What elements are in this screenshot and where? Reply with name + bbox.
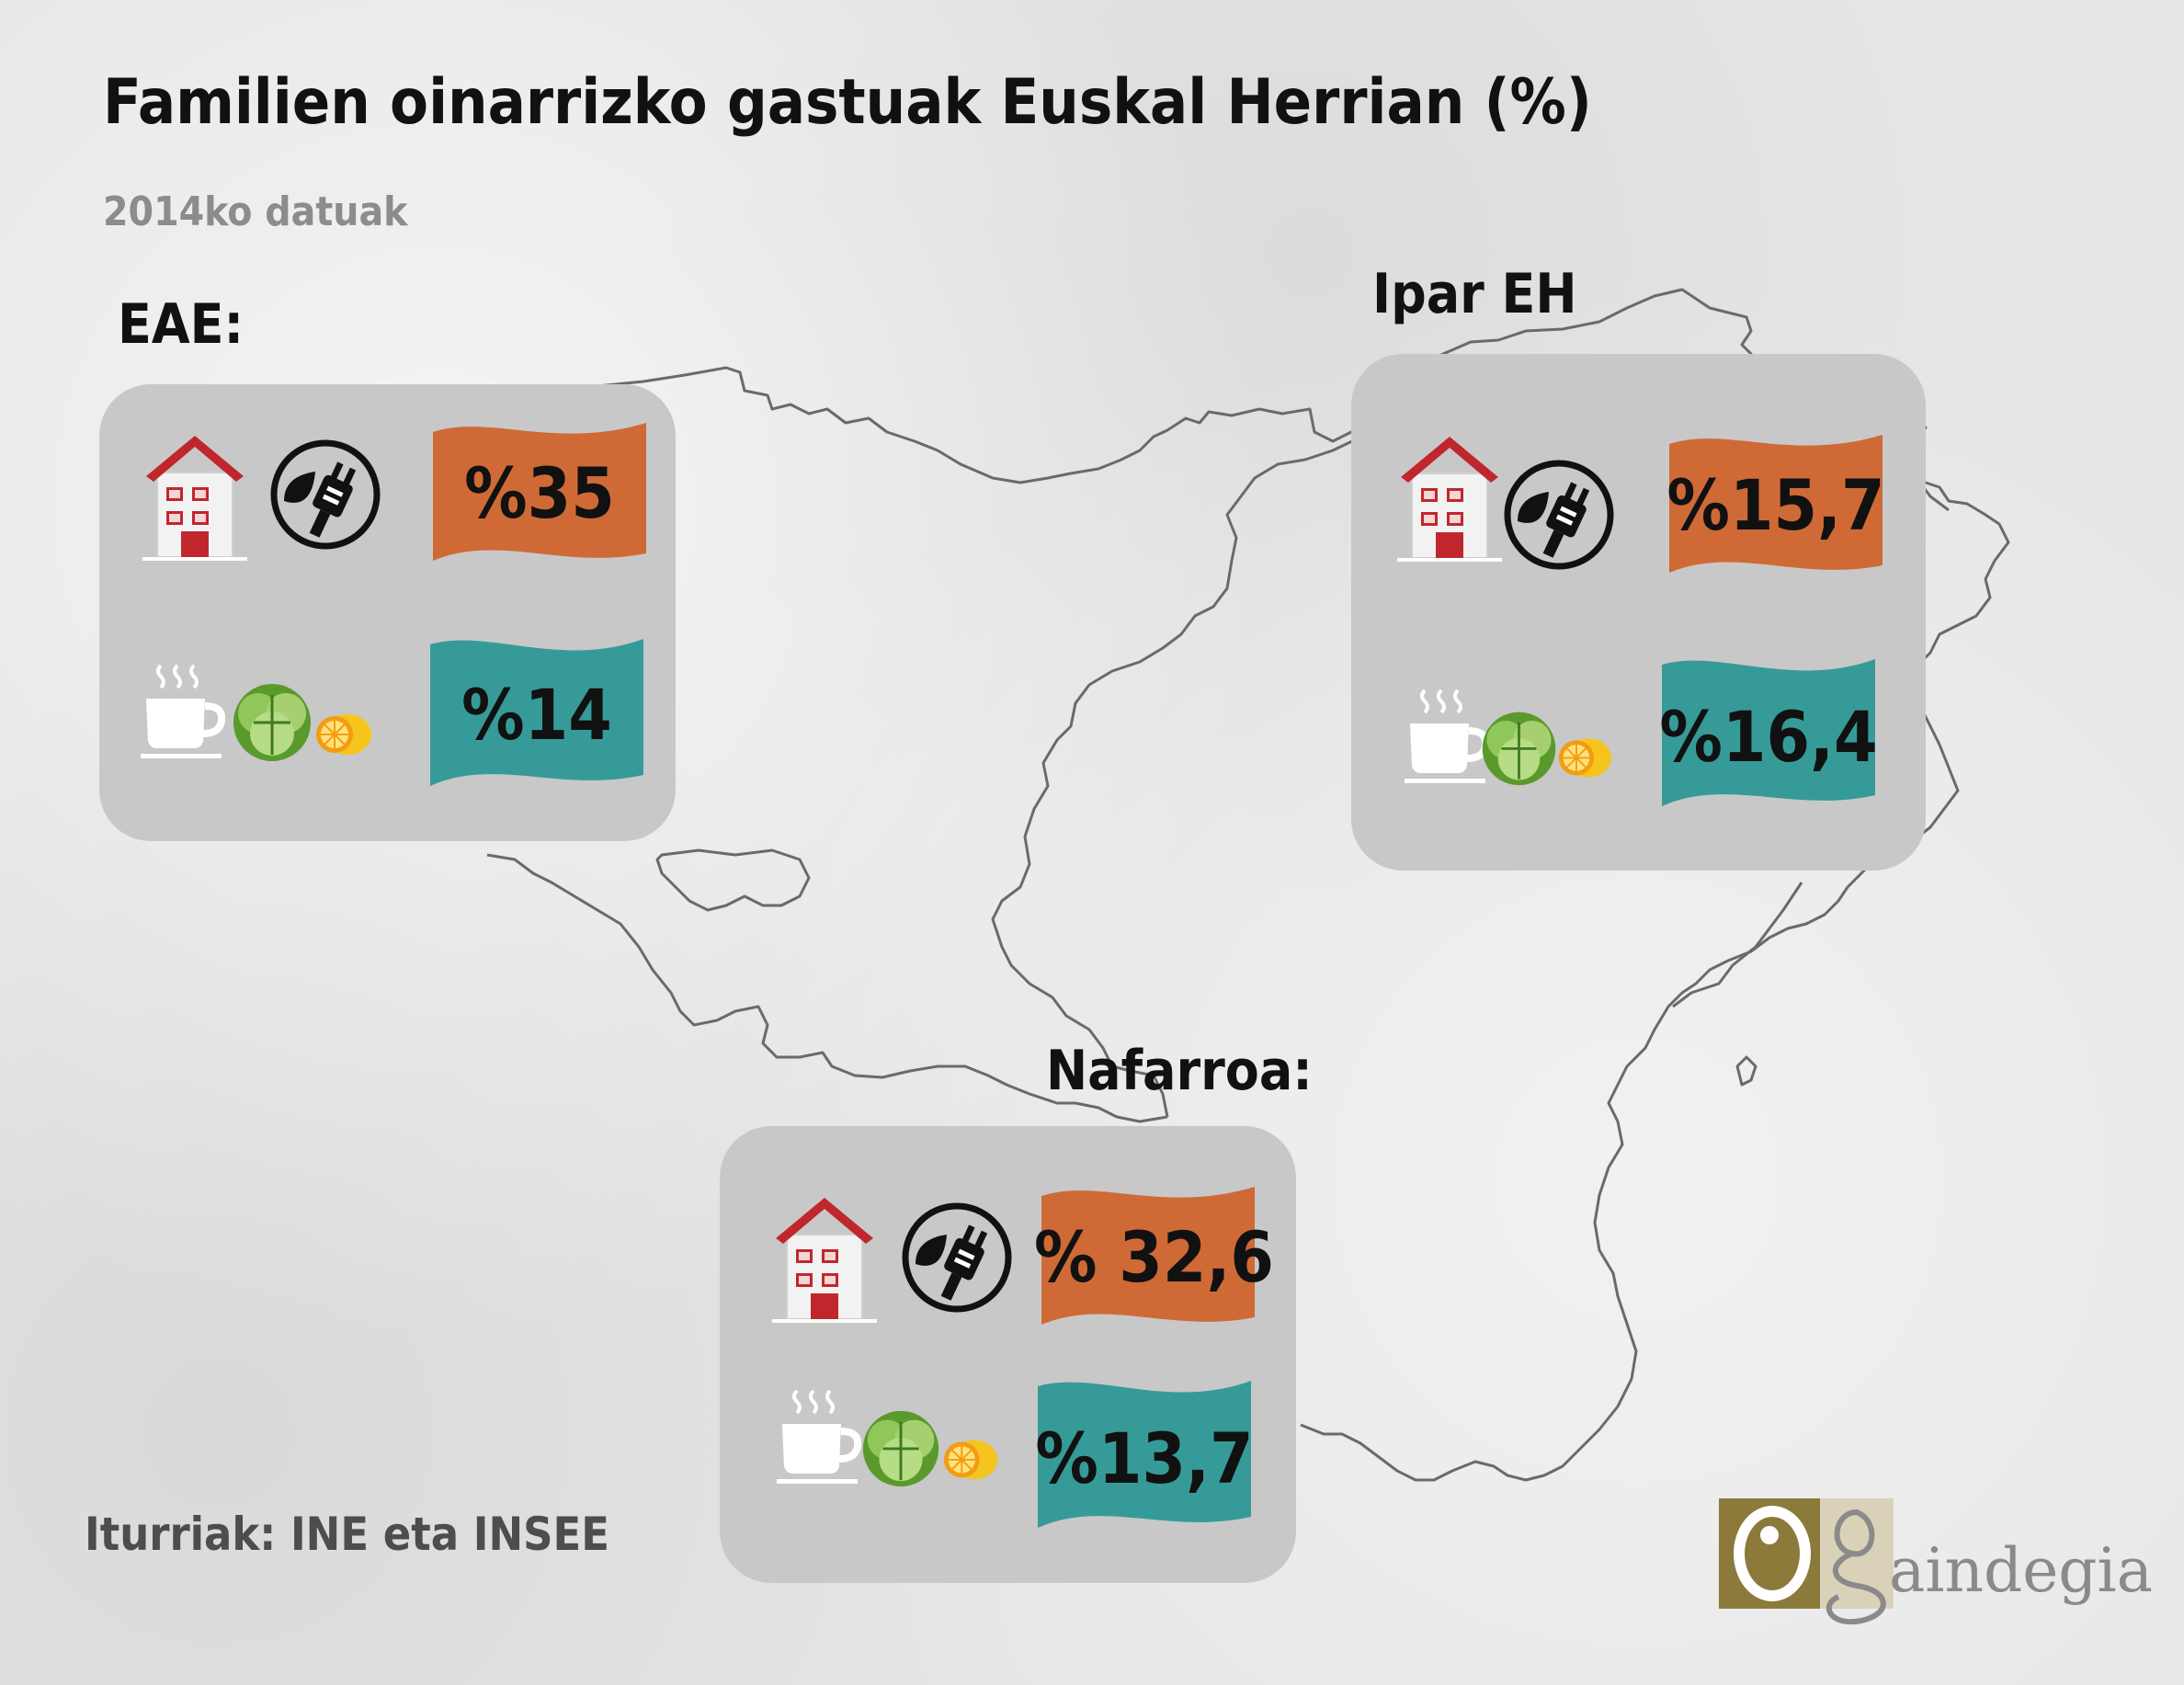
lemon-icon [316, 714, 371, 755]
inner-border-south [1672, 882, 1803, 1008]
inner-border-west [486, 853, 1168, 1123]
housing-energy-banner-eae: %35 [426, 414, 654, 570]
banner-shape [1041, 1187, 1255, 1325]
panel-ipar: %15,7 %16,4 [1351, 354, 1926, 871]
panel-nafarroa: % 32,6 %13,7 [720, 1126, 1296, 1583]
food-value-eae: %14 [461, 674, 612, 756]
house-icon [1397, 437, 1502, 562]
outer-border [597, 288, 2010, 1482]
banner-shape [1038, 1381, 1251, 1528]
food-value-ipar: %16,4 [1659, 696, 1878, 778]
lemon-icon [1558, 738, 1612, 778]
source-note: Iturriak: INE eta INSEE [85, 1508, 609, 1561]
coffee-cup-icon [141, 664, 226, 758]
page-title: Familien oinarrizko gastuak Euskal Herri… [103, 66, 1592, 139]
banner-shape [1662, 659, 1875, 806]
house-icon [142, 436, 247, 561]
housing-energy-value-eae: %35 [464, 452, 615, 534]
food-value-nafarroa: %13,7 [1035, 1417, 1254, 1499]
region-label-nafarroa: Nafarroa: [1046, 1039, 1313, 1103]
housing-energy-banner-nafarroa: % 32,6 [1034, 1178, 1274, 1334]
region-label-eae: EAE: [118, 292, 245, 357]
energy-plug-leaf-icon [1504, 460, 1614, 570]
food-banner-eae: %14 [423, 628, 651, 793]
inner-border-mid [991, 438, 1357, 1118]
energy-plug-leaf-icon [902, 1202, 1012, 1313]
enclave-trevino [655, 848, 811, 912]
housing-energy-banner-ipar: %15,7 [1662, 426, 1890, 582]
housing-energy-value-ipar: %15,7 [1666, 464, 1885, 546]
logo-wordmark: aindegia [1889, 1535, 2153, 1606]
enclave-small [1735, 1055, 1757, 1087]
gaindegia-logo [1719, 1498, 1894, 1625]
lettuce-icon [1482, 712, 1556, 786]
lemon-icon [943, 1440, 998, 1480]
region-label-ipar: Ipar EH [1372, 262, 1577, 326]
coffee-cup-icon [777, 1389, 862, 1484]
banner-shape [1669, 435, 1883, 573]
page-subtitle: 2014ko datuak [103, 188, 408, 235]
energy-plug-leaf-icon [270, 439, 381, 550]
lettuce-icon [233, 684, 311, 761]
lettuce-icon [862, 1410, 939, 1487]
banner-shape [433, 423, 646, 561]
food-banner-ipar: %16,4 [1655, 648, 1883, 814]
panel-eae: %35 %14 [99, 384, 676, 841]
banner-shape [430, 639, 643, 786]
housing-energy-value-nafarroa: % 32,6 [1034, 1216, 1274, 1298]
food-banner-nafarroa: %13,7 [1030, 1370, 1258, 1535]
house-icon [772, 1198, 877, 1323]
